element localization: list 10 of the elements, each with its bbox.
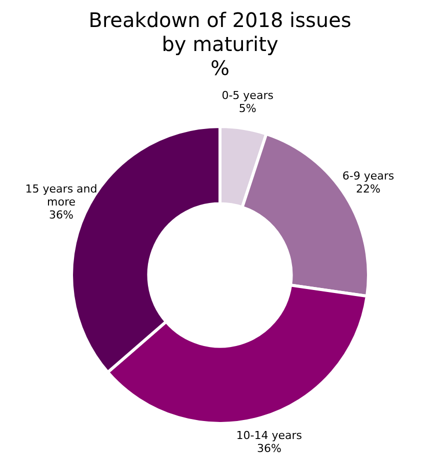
slice-label: 15 years and more <box>25 182 98 208</box>
chart-title: Breakdown of 2018 issues by maturity <box>88 8 352 56</box>
data-label: 5% <box>238 102 256 116</box>
data-label: 22% <box>356 182 381 196</box>
slice-label: 6-9 years <box>342 169 394 182</box>
chart-subtitle: % <box>209 56 230 80</box>
data-label: 36% <box>256 442 282 455</box>
data-label: 36% <box>49 208 74 222</box>
slice-label: 10-14 years <box>236 428 302 442</box>
slice-label: 0-5 years <box>222 89 274 102</box>
